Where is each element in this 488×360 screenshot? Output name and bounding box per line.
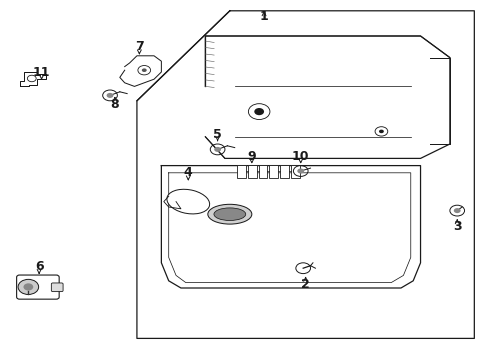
Circle shape <box>142 68 146 72</box>
Bar <box>247 165 256 178</box>
Text: 5: 5 <box>213 129 222 141</box>
Text: 1: 1 <box>259 10 268 23</box>
Text: 2: 2 <box>301 278 309 291</box>
Bar <box>269 165 278 178</box>
Ellipse shape <box>166 189 209 214</box>
Circle shape <box>254 108 264 115</box>
Text: 10: 10 <box>291 150 309 163</box>
Text: 9: 9 <box>247 150 256 163</box>
Circle shape <box>453 208 460 213</box>
Ellipse shape <box>207 204 251 224</box>
Circle shape <box>378 130 383 133</box>
Text: 7: 7 <box>135 40 143 53</box>
Circle shape <box>106 93 113 98</box>
FancyBboxPatch shape <box>51 283 63 292</box>
Bar <box>258 165 267 178</box>
Text: 3: 3 <box>452 220 461 233</box>
Bar <box>280 165 288 178</box>
Text: 4: 4 <box>183 166 192 179</box>
Circle shape <box>18 279 39 294</box>
Text: 6: 6 <box>35 260 43 273</box>
Ellipse shape <box>213 208 245 220</box>
Bar <box>290 165 299 178</box>
Text: 8: 8 <box>110 98 119 111</box>
Circle shape <box>23 283 33 291</box>
Bar <box>237 165 245 178</box>
Text: 11: 11 <box>33 66 50 78</box>
Circle shape <box>297 168 304 174</box>
FancyBboxPatch shape <box>17 275 59 299</box>
Circle shape <box>214 147 221 152</box>
